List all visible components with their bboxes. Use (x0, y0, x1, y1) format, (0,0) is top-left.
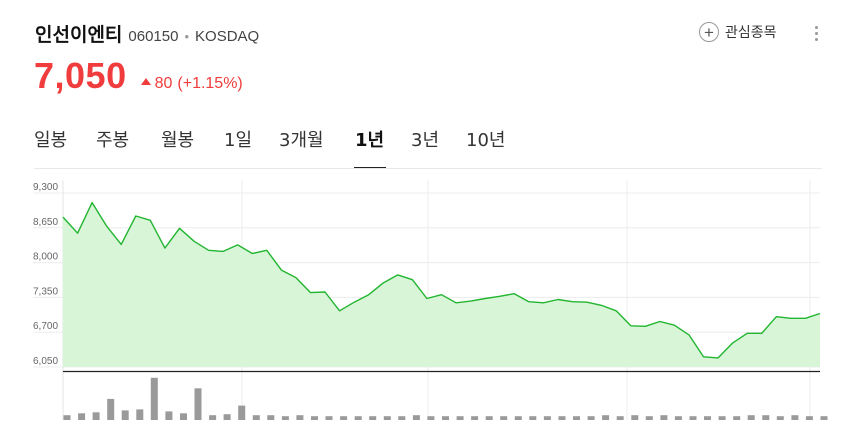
price-area-fill (63, 202, 820, 367)
y-tick-label: 8,650 (33, 217, 58, 228)
volume-bar (340, 416, 348, 420)
volume-bar (296, 415, 304, 420)
more-dot (815, 26, 818, 29)
volume-bar (718, 416, 726, 420)
volume-bar (209, 415, 217, 420)
volume-bar (267, 415, 275, 420)
price-line (62, 201, 821, 359)
volume-bar (427, 416, 435, 420)
plus-icon: + (699, 22, 719, 42)
add-watchlist-button[interactable]: + 관심종목 (699, 22, 777, 42)
volume-bar (325, 416, 333, 420)
volume-bar (471, 416, 479, 420)
volume-bar (820, 416, 828, 420)
tab-monthly[interactable]: 월봉 (161, 130, 195, 151)
tab-10year[interactable]: 10년 (466, 130, 506, 151)
volume-bars (63, 377, 828, 420)
volume-bar (704, 416, 711, 420)
volume-bar (674, 416, 682, 420)
volume-bar (150, 377, 158, 420)
y-tick-label: 6,050 (33, 356, 58, 367)
y-tick-label: 9,300 (33, 182, 58, 193)
separator-dot: • (184, 29, 190, 44)
volume-bar (252, 415, 260, 420)
tab-3year[interactable]: 3년 (411, 130, 440, 151)
volume-bar (631, 415, 639, 420)
up-triangle-icon (140, 78, 151, 85)
price-change: 80 (154, 75, 173, 92)
volume-bar (529, 416, 537, 420)
volume-bar (543, 416, 551, 420)
volume-bar (762, 415, 770, 420)
volume-bar (398, 416, 406, 420)
volume-bar (500, 416, 508, 420)
volume-bar (573, 416, 580, 420)
tab-1day[interactable]: 1일 (224, 130, 253, 151)
volume-bar (369, 416, 377, 420)
volume-bar (412, 415, 420, 420)
y-axis-ticks: 9,300 8,650 8,000 7,350 6,700 6,050 (33, 182, 58, 367)
volume-bar (311, 416, 318, 420)
y-tick-label: 8,000 (33, 252, 58, 263)
current-price: 7,050 (34, 55, 127, 96)
volume-bar (121, 410, 129, 420)
volume-bar (238, 405, 246, 420)
period-tabs: 일봉 주봉 월봉 1일 3개월 1년 3년 10년 (34, 126, 822, 170)
volume-bar (587, 416, 595, 420)
stock-name: 인선이엔티 (35, 24, 123, 46)
tab-weekly[interactable]: 주봉 (96, 130, 130, 151)
more-options-icon[interactable] (815, 26, 819, 41)
volume-bar (165, 411, 173, 420)
volume-bar (645, 416, 653, 420)
volume-bar (514, 416, 522, 420)
volume-bar (383, 416, 391, 420)
tab-daily[interactable]: 일봉 (34, 130, 68, 151)
more-dot (815, 32, 818, 35)
market-label: KOSDAQ (195, 28, 260, 45)
volume-bar (354, 416, 362, 420)
volume-bar (689, 416, 697, 420)
volume-bar (733, 416, 741, 420)
volume-bar (281, 416, 289, 420)
chart-area (62, 201, 821, 373)
volume-bar (616, 416, 624, 420)
tab-divider (34, 168, 822, 169)
volume-bar (180, 413, 187, 420)
watchlist-label: 관심종목 (725, 25, 777, 41)
price-change-percent: (+1.15%) (177, 75, 243, 92)
tab-1year[interactable]: 1년 (355, 130, 385, 151)
volume-bar (223, 414, 231, 420)
more-dot (815, 38, 818, 41)
volume-bar (78, 413, 86, 420)
volume-bar (194, 388, 202, 420)
volume-bar (107, 398, 115, 420)
volume-bar (747, 415, 755, 420)
volume-bar (442, 416, 449, 420)
volume-bar (485, 416, 493, 420)
stock-code: 060150 (128, 28, 179, 45)
volume-bar (602, 415, 610, 420)
volume-bar (456, 416, 464, 420)
volume-bar (776, 416, 784, 420)
volume-bar (92, 412, 100, 420)
volume-bar (63, 415, 71, 420)
volume-bar (136, 409, 144, 420)
volume-bar (805, 416, 813, 420)
stock-header: 인선이엔티 060150 • KOSDAQ (35, 20, 259, 47)
volume-bar (558, 416, 566, 420)
price-row: 7,050 80 (+1.15%) (34, 55, 243, 97)
volume-bar (660, 415, 668, 420)
volume-bar (791, 415, 799, 420)
y-tick-label: 7,350 (33, 286, 58, 297)
tab-3month[interactable]: 3개월 (279, 130, 324, 151)
y-tick-label: 6,700 (33, 321, 58, 332)
